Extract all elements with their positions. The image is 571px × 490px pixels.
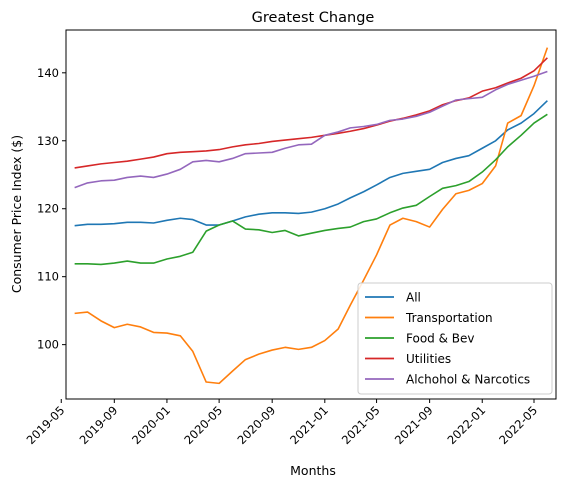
legend-label-3: Utilities: [406, 352, 451, 366]
x-axis-label: Months: [290, 463, 336, 478]
legend-label-1: Transportation: [405, 311, 493, 325]
x-tick-label: 2020-01: [129, 403, 173, 447]
x-tick-label: 2021-01: [287, 403, 331, 447]
x-tick-label: 2019-09: [77, 403, 121, 447]
x-tick-label: 2021-09: [392, 403, 436, 447]
x-axis: 2019-05 2019-09 2020-01 2020-05 2020-09 2021-…: [24, 399, 540, 447]
x-tick-label: 2022-01: [444, 403, 488, 447]
series-line-4: [74, 70, 548, 189]
legend-label-0: All: [406, 291, 421, 305]
plot-area: [74, 47, 549, 385]
series-line-2: [74, 113, 548, 266]
plot-frame: [65, 29, 557, 400]
x-tick-label: 2022-05: [496, 403, 540, 447]
legend-label-4: Alchohol & Narcotics: [406, 373, 530, 387]
y-tick-label: 100: [37, 338, 59, 352]
legend: All Transportation Food & Bev Utilities Alch…: [357, 282, 553, 395]
chart-title: Greatest Change: [252, 10, 375, 26]
x-tick-label: 2020-09: [234, 403, 278, 447]
series-line-0: [74, 100, 548, 227]
y-tick-label: 120: [37, 202, 59, 216]
y-axis-label: Consumer Price Index ($): [9, 135, 24, 293]
x-tick-label: 2020-05: [181, 403, 225, 447]
x-tick-label: 2019-05: [24, 403, 68, 447]
legend-box: [357, 282, 553, 395]
y-axis: 100 110 120 130 140: [37, 66, 66, 352]
legend-label-2: Food & Bev: [406, 332, 474, 346]
x-tick-label: 2021-05: [339, 403, 383, 447]
y-tick-label: 110: [37, 270, 59, 284]
series-line-1: [74, 47, 549, 385]
y-tick-label: 130: [37, 134, 59, 148]
y-tick-label: 140: [37, 66, 59, 80]
